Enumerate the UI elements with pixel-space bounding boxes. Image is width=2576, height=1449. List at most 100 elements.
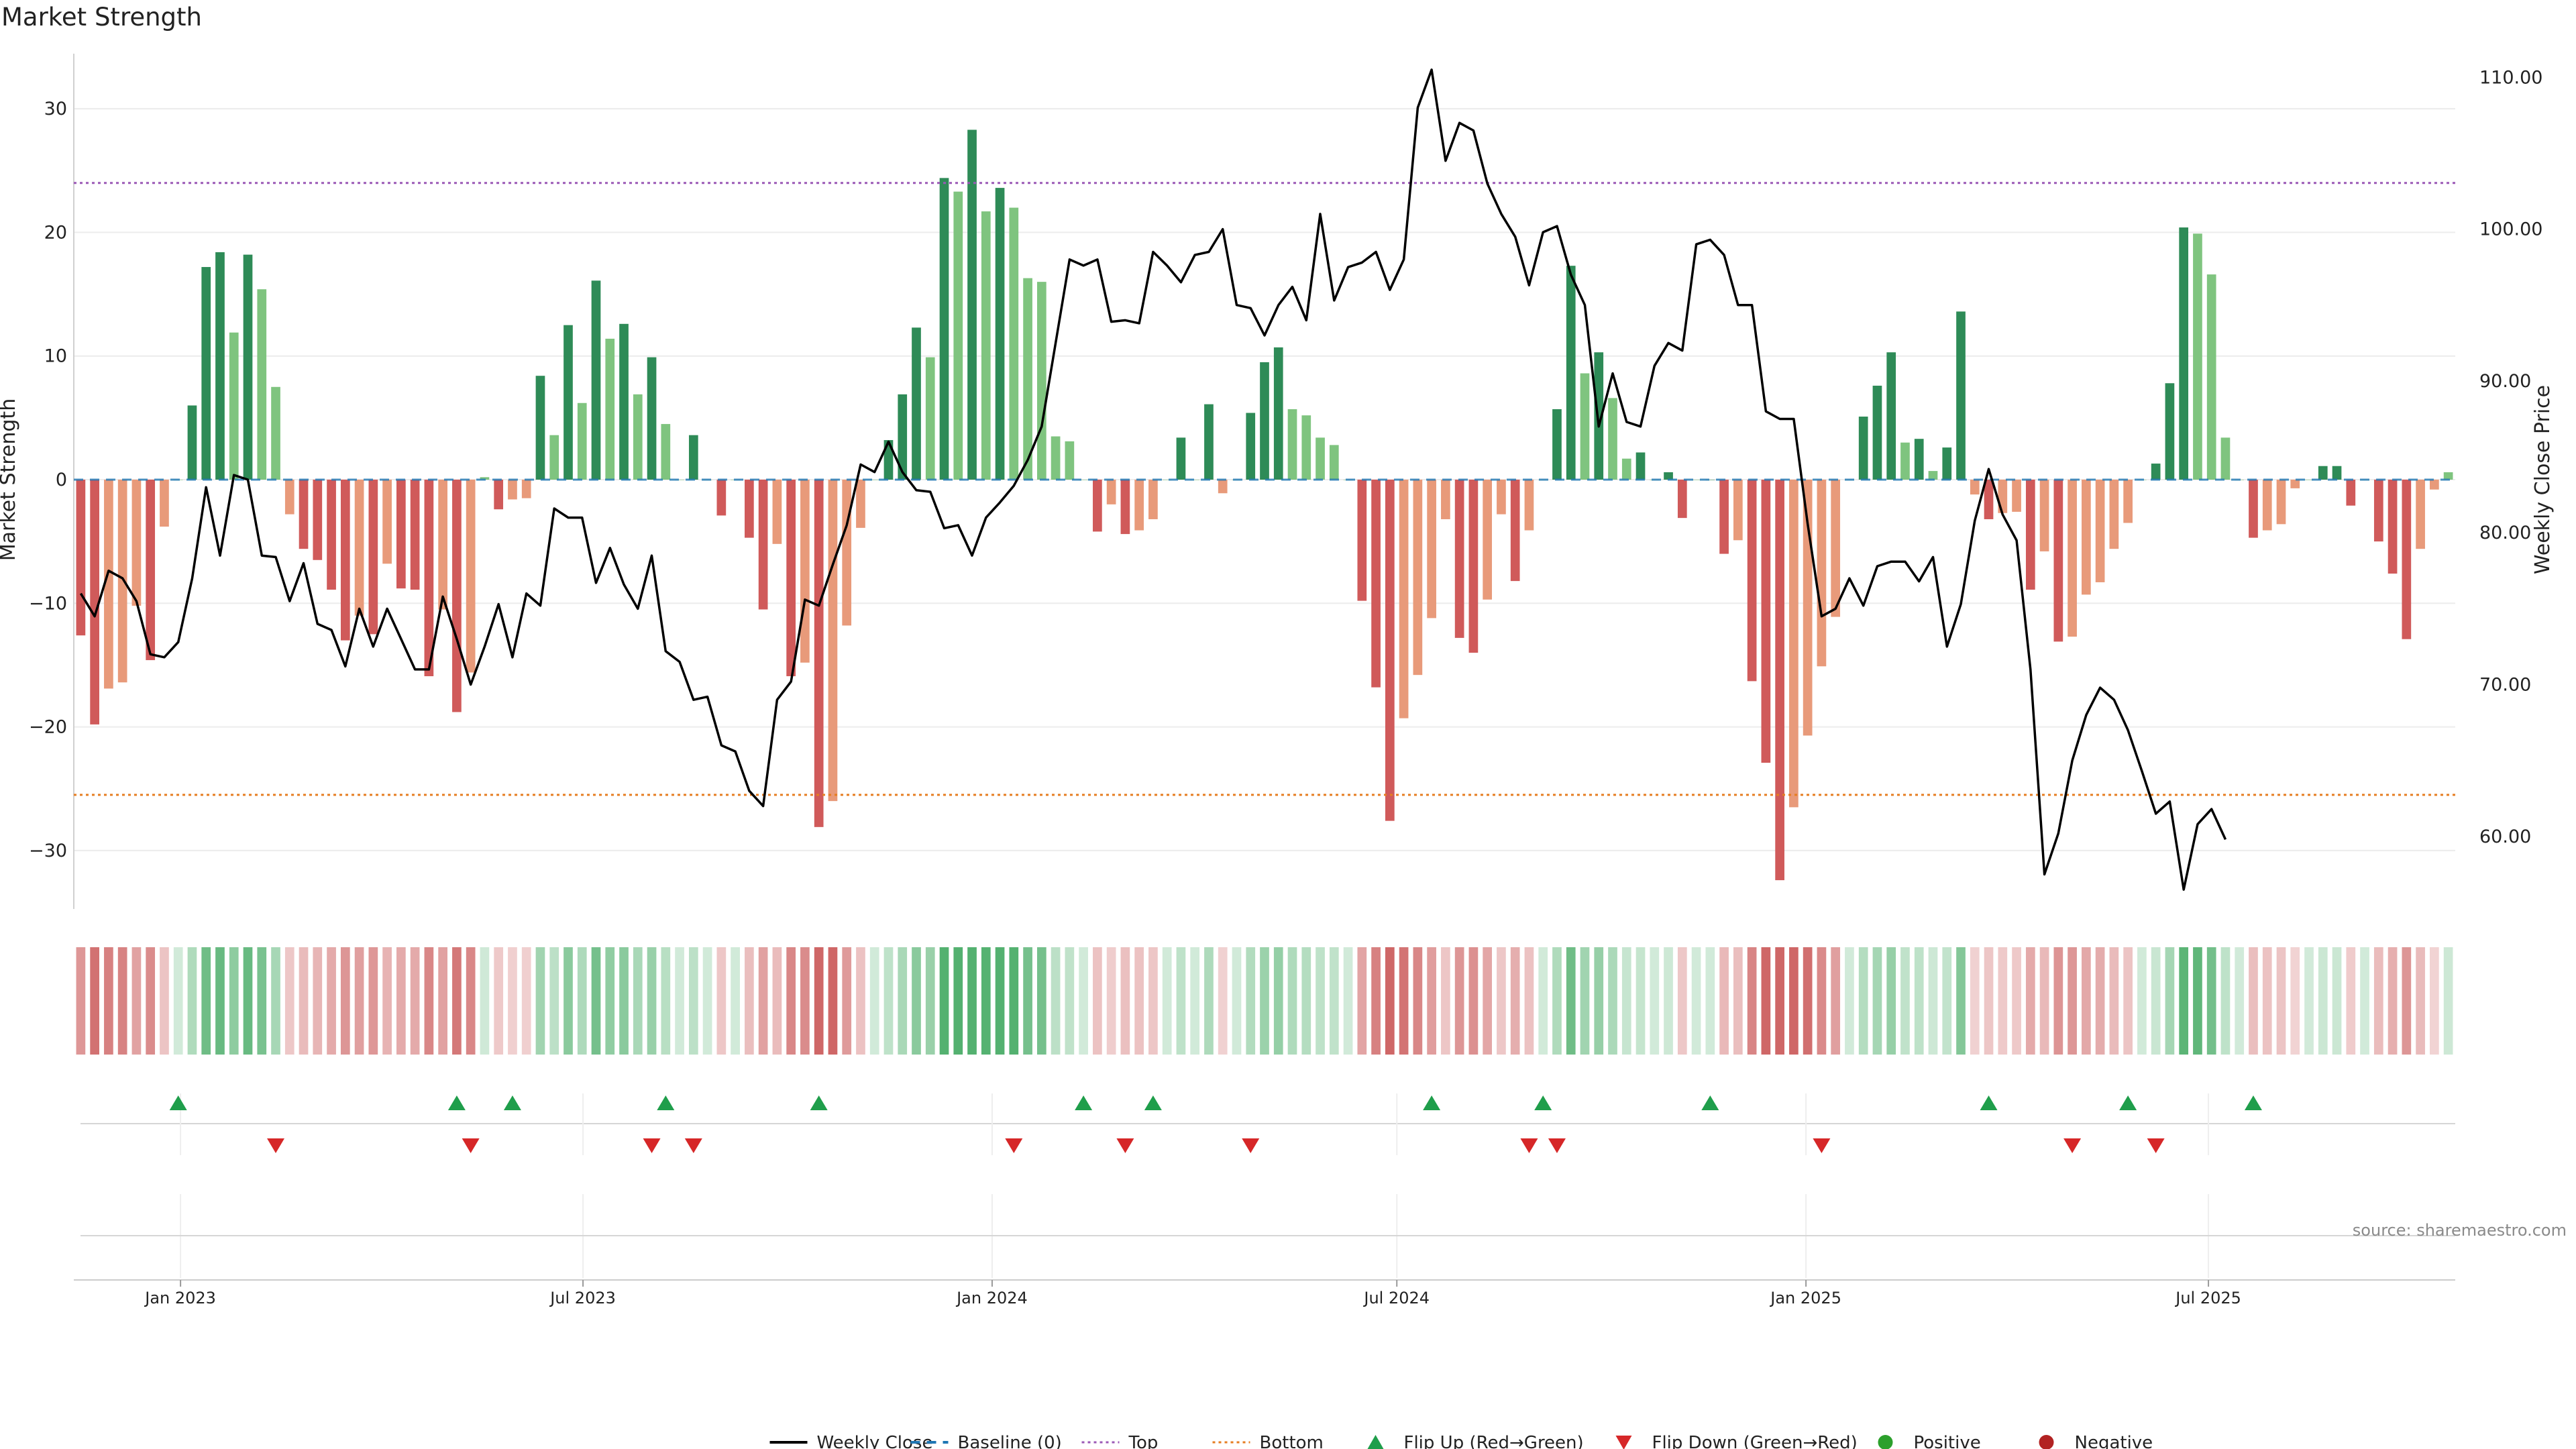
strength-bar [549, 435, 559, 480]
strength-ribbon-cell [745, 947, 754, 1055]
strength-bar [117, 480, 127, 683]
strength-ribbon-cell [1051, 947, 1061, 1055]
strength-bar [1970, 480, 1980, 495]
strength-ribbon-cell [953, 947, 963, 1055]
flip-up-marker [1075, 1095, 1093, 1110]
flip-down-marker [1116, 1138, 1134, 1153]
strength-ribbon-cell [869, 947, 879, 1055]
y-tick-label-left: −20 [29, 717, 67, 738]
strength-bar [2318, 466, 2328, 480]
strength-bar [1051, 436, 1061, 480]
strength-bar [313, 480, 323, 560]
legend-item: Flip Down (Green→Red) [1615, 1433, 1858, 1449]
strength-bar [2025, 480, 2035, 590]
strength-bar [1719, 480, 1729, 554]
strength-ribbon-cell [396, 947, 406, 1055]
strength-ribbon-cell [313, 947, 323, 1055]
strength-ribbon-cell [160, 947, 169, 1055]
strength-ribbon-cell [452, 947, 462, 1055]
strength-ribbon-cell [1441, 947, 1450, 1055]
legend-swatch-dot [2039, 1435, 2054, 1449]
strength-bar [912, 327, 921, 480]
legend-swatch-triangle-down [1615, 1436, 1632, 1449]
x-tick-label: Jul 2025 [2174, 1289, 2241, 1307]
strength-ribbon-cell [2373, 947, 2383, 1055]
strength-bar [1566, 266, 1576, 480]
strength-ribbon-cell [758, 947, 768, 1055]
x-tick-label: Jul 2024 [1362, 1289, 1430, 1307]
strength-ribbon-cell [1677, 947, 1687, 1055]
strength-bar [1831, 480, 1841, 617]
strength-ribbon-cell [1287, 947, 1297, 1055]
legend-item: Positive [1878, 1433, 1981, 1449]
strength-ribbon-cell [1316, 947, 1325, 1055]
y-tick-label-right: 90.00 [2479, 371, 2531, 392]
strength-ribbon-cell [605, 947, 615, 1055]
strength-ribbon-cell [1900, 947, 1910, 1055]
strength-bar [2068, 480, 2077, 637]
strength-ribbon-cell [814, 947, 824, 1055]
strength-ribbon-cell [1510, 947, 1520, 1055]
strength-ribbon-cell [508, 947, 517, 1055]
strength-bar [354, 480, 364, 616]
strength-bar [786, 480, 796, 677]
strength-bar [76, 480, 86, 636]
y-tick-label-right: 60.00 [2479, 826, 2531, 847]
strength-bar [1956, 311, 1966, 480]
strength-ribbon-cell [1204, 947, 1214, 1055]
strength-bar [1886, 352, 1896, 480]
strength-ribbon-cell [1524, 947, 1534, 1055]
strength-bar [104, 480, 113, 689]
strength-ribbon-cell [1454, 947, 1464, 1055]
strength-ribbon-cell [1009, 947, 1019, 1055]
strength-bar [2165, 383, 2175, 480]
strength-bar [1413, 480, 1423, 676]
flip-up-marker [657, 1095, 675, 1110]
strength-ribbon-cell [619, 947, 629, 1055]
flip-up-marker [1980, 1095, 1998, 1110]
strength-bar [1316, 437, 1325, 480]
strength-bar [1594, 352, 1604, 480]
strength-bar [688, 435, 698, 480]
strength-bar [2193, 233, 2202, 480]
strength-ribbon-cell [1650, 947, 1660, 1055]
strength-ribbon-cell [2068, 947, 2077, 1055]
weekly-close-line [79, 68, 2227, 891]
y-tick-label-left: 30 [44, 99, 67, 119]
strength-bar [1385, 480, 1395, 821]
strength-ribbon-cell [2262, 947, 2272, 1055]
strength-bar [2387, 480, 2398, 574]
strength-ribbon-cell [549, 947, 559, 1055]
strength-ribbon-cell [1928, 947, 1938, 1055]
strength-ribbon-cell [1065, 947, 1075, 1055]
strength-bar [1454, 480, 1464, 638]
x-tick-label: Jan 2025 [1769, 1289, 1841, 1307]
strength-bar [2416, 480, 2425, 549]
strength-bar [1914, 439, 1924, 480]
strength-ribbon-cell [1106, 947, 1116, 1055]
flip-down-marker [462, 1138, 480, 1153]
strength-ribbon-cell [1497, 947, 1506, 1055]
strength-bar [494, 480, 504, 510]
legend-swatch-dot [1878, 1435, 1893, 1449]
legend-label: Flip Up (Red→Green) [1404, 1433, 1584, 1449]
strength-ribbon-cell [1413, 947, 1423, 1055]
strength-bar [2179, 227, 2189, 480]
strength-bar [2332, 466, 2342, 480]
strength-ribbon-cell [2249, 947, 2258, 1055]
strength-ribbon-cell [1371, 947, 1381, 1055]
y-tick-label-left: 10 [44, 346, 67, 367]
strength-bar [340, 480, 350, 641]
strength-ribbon-cell [2109, 947, 2119, 1055]
strength-bar [898, 394, 908, 480]
strength-ribbon-cell [1998, 947, 2008, 1055]
strength-ribbon-cell [1817, 947, 1827, 1055]
strength-bar [2402, 480, 2412, 639]
strength-ribbon-cell [883, 947, 894, 1055]
strength-ribbon-cell [382, 947, 392, 1055]
strength-ribbon-cell [2416, 947, 2425, 1055]
strength-bar [187, 405, 197, 480]
strength-bar [1134, 480, 1144, 531]
strength-ribbon-cell [1608, 947, 1617, 1055]
strength-ribbon-cell [1956, 947, 1966, 1055]
